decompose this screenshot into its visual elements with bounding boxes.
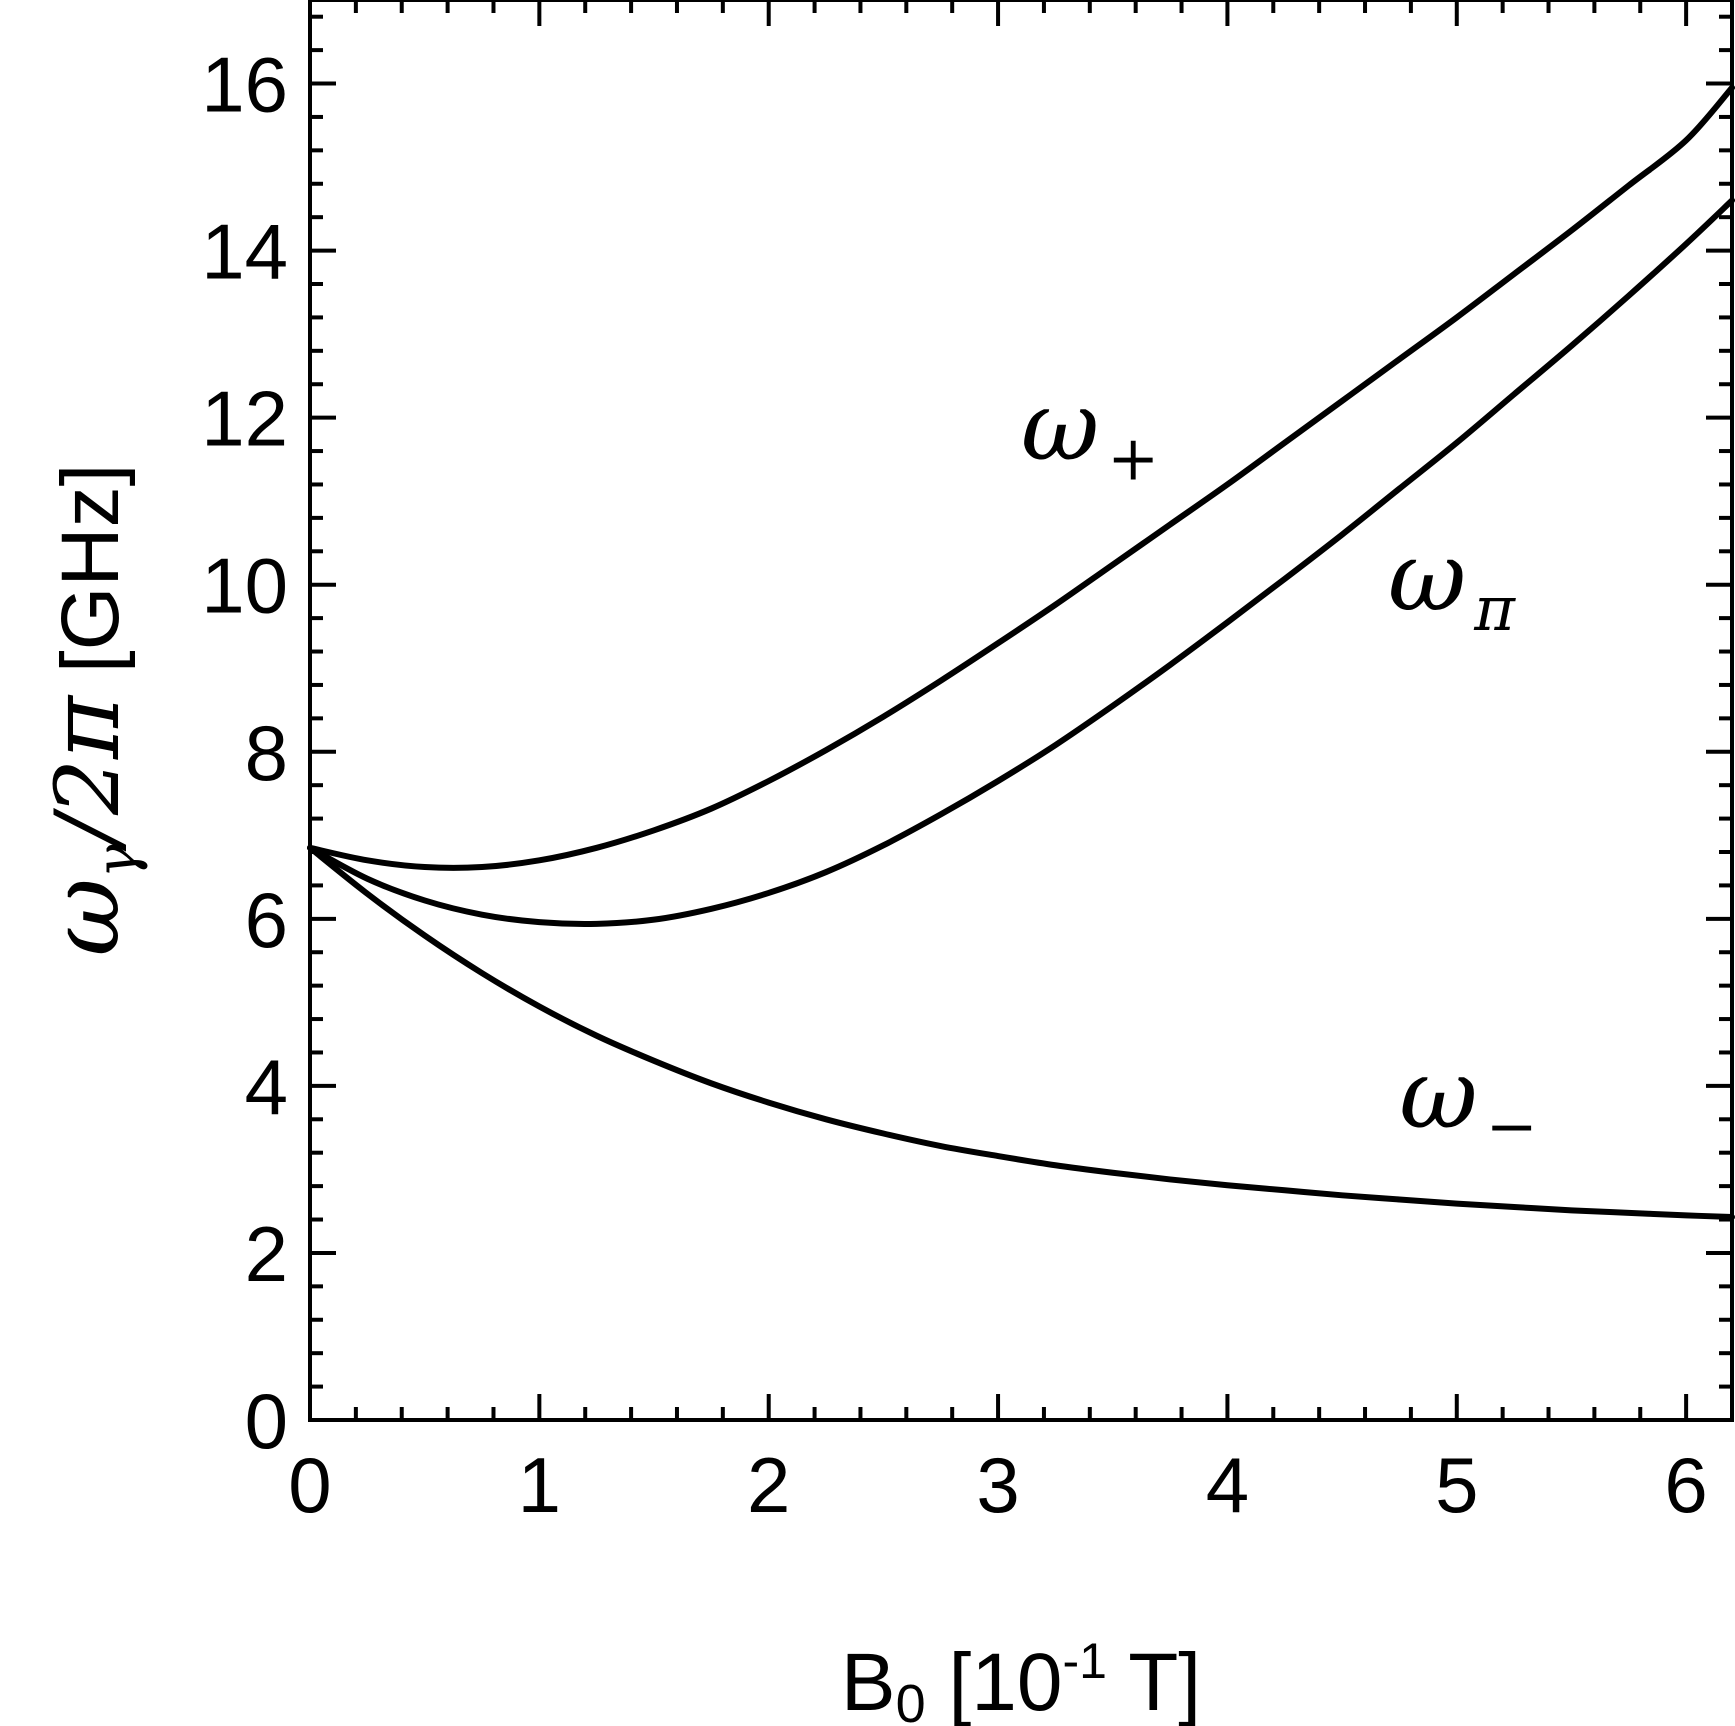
y-axis-label-unit: [GHz]: [45, 464, 136, 696]
x-axis-label-sub: 0: [896, 1674, 926, 1726]
y-tick-label: 12: [201, 375, 288, 463]
series-label-0: ω +: [1021, 370, 1159, 494]
series-label-sub: −: [1486, 1090, 1538, 1163]
series-labels: ω +ω πω −: [1021, 370, 1538, 1162]
y-axis-label: ωγ/2π [GHz]: [29, 464, 150, 957]
x-axis-label-sup: -1: [1062, 1633, 1106, 1689]
x-axis-label-unit: T]: [1107, 1637, 1201, 1726]
y-tick-label: 10: [201, 542, 288, 630]
y-tick-label: 16: [201, 41, 288, 129]
x-tick-label: 5: [1435, 1441, 1478, 1529]
x-tick-label: 1: [518, 1441, 561, 1529]
x-axis-label-main: B: [841, 1637, 896, 1726]
series-line-1: [307, 197, 1735, 927]
series-label-omega: ω: [1399, 1039, 1477, 1151]
x-axis-label: B0 [10-1 T]: [841, 1633, 1201, 1726]
plot-frame: [308, 0, 1734, 1422]
y-axis-label-pi: π: [29, 694, 141, 760]
y-tick-label: 8: [245, 709, 288, 797]
y-tick-label: 0: [245, 1377, 288, 1465]
series-label-omega: ω: [1021, 370, 1099, 482]
series-label-omega: ω: [1388, 521, 1466, 633]
series-line-0: [307, 84, 1735, 871]
y-axis-label-omega: ω: [29, 878, 141, 956]
x-axis-label-rest: [10: [926, 1637, 1063, 1726]
y-tick-label: 14: [201, 208, 288, 296]
y-axis-label-sub: γ: [85, 844, 150, 878]
series-label-sub: +: [1107, 421, 1159, 494]
x-tick-label: 3: [976, 1441, 1019, 1529]
series-lines: [307, 84, 1735, 1221]
y-tick-label: 6: [245, 876, 288, 964]
x-tick-label: 4: [1206, 1441, 1249, 1529]
series-line-2: [307, 844, 1735, 1221]
y-axis-label-rest: /2: [36, 759, 139, 852]
tick-marks: [308, 0, 1734, 1422]
y-tick-label: 2: [245, 1210, 288, 1298]
y-tick-label: 4: [245, 1043, 288, 1131]
series-label-sub: π: [1473, 572, 1516, 645]
x-tick-label: 6: [1664, 1441, 1707, 1529]
x-tick-label: 0: [288, 1441, 331, 1529]
series-label-2: ω −: [1399, 1039, 1537, 1163]
x-tick-label: 2: [747, 1441, 790, 1529]
